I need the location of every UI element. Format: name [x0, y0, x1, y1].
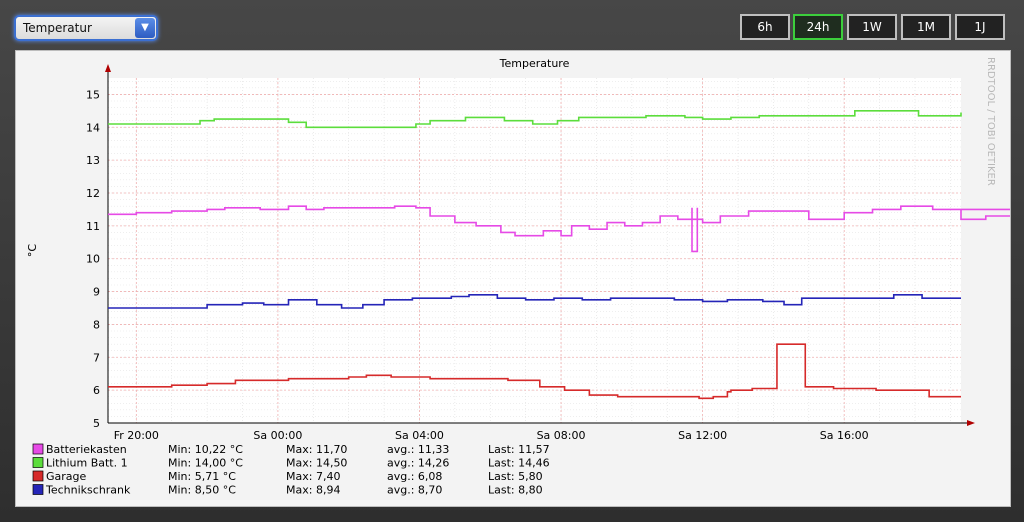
temperature-chart: 5 6 7 8 9 10 11 12 13 14 15 Fr 20:00 Sa 00:00 Sa 04:0…: [26, 57, 1010, 497]
range-button-6h[interactable]: 6h: [740, 14, 790, 40]
watermark-text: RRDTOOL / TOBI OETIKER: [985, 57, 996, 186]
legend-last: Last: 8,80: [488, 484, 543, 497]
series-line-0: [108, 205, 1010, 237]
series-line-3: [108, 294, 961, 309]
y-tick-label: 11: [86, 220, 100, 233]
legend-last: Last: 14,46: [488, 457, 550, 470]
legend-swatch: [32, 470, 44, 482]
x-tick-label: Sa 04:00: [395, 429, 444, 442]
plot-area: [108, 78, 961, 423]
range-button-1m[interactable]: 1M: [901, 14, 951, 40]
legend-series-name: Garage: [46, 470, 87, 483]
metric-select[interactable]: Temperatur ▼: [14, 15, 158, 41]
chart-title: Temperature: [499, 57, 570, 70]
range-button-1w[interactable]: 1W: [847, 14, 897, 40]
legend-min: Min: 8,50 °C: [168, 484, 236, 497]
legend-series-name: Lithium Batt. 1: [46, 457, 128, 470]
legend-last: Last: 5,80: [488, 470, 543, 483]
legend-swatch: [32, 484, 44, 495]
series-dip-batteriekasten: [691, 207, 699, 253]
chevron-down-icon[interactable]: ▼: [135, 18, 155, 38]
x-axis-arrow: [967, 420, 975, 426]
legend-max: Max: 14,50: [286, 457, 347, 470]
legend-series-name: Technikschrank: [45, 484, 131, 497]
legend-avg: avg.: 8,70: [387, 484, 442, 497]
legend-last: Last: 11,57: [488, 443, 550, 456]
y-tick-label: 10: [86, 253, 100, 266]
x-tick-label: Sa 08:00: [537, 429, 586, 442]
y-tick-label: 7: [93, 351, 100, 364]
series-line-2: [108, 343, 961, 400]
y-tick-label: 15: [86, 88, 100, 101]
legend-min: Min: 10,22 °C: [168, 443, 243, 456]
x-tick-label: Sa 16:00: [820, 429, 869, 442]
legend-avg: avg.: 6,08: [387, 470, 442, 483]
range-button-1j[interactable]: 1J: [955, 14, 1005, 40]
y-axis-label: °C: [26, 244, 39, 258]
legend-series-name: Batteriekasten: [46, 443, 127, 456]
x-tick-label: Sa 12:00: [678, 429, 727, 442]
metric-select-value: Temperatur: [23, 21, 92, 35]
legend-max: Max: 11,70: [286, 443, 347, 456]
x-tick-label: Sa 00:00: [253, 429, 302, 442]
y-tick-label: 13: [86, 154, 100, 167]
legend-avg: avg.: 11,33: [387, 443, 449, 456]
legend-max: Max: 8,94: [286, 484, 340, 497]
chart-panel: 5 6 7 8 9 10 11 12 13 14 15 Fr 20:00 Sa 00:00 Sa 04:0…: [15, 50, 1011, 507]
y-tick-label: 6: [93, 384, 100, 397]
y-tick-label: 5: [93, 417, 100, 430]
y-tick-label: 9: [93, 286, 100, 299]
range-button-24h[interactable]: 24h: [793, 14, 843, 40]
legend-avg: avg.: 14,26: [387, 457, 449, 470]
legend-swatch: [32, 443, 44, 455]
y-tick-label: 8: [93, 318, 100, 331]
y-tick-label: 12: [86, 187, 100, 200]
y-tick-label: 14: [86, 121, 100, 134]
legend-swatch: [32, 457, 44, 468]
legend-max: Max: 7,40: [286, 470, 340, 483]
x-tick-label: Fr 20:00: [114, 429, 159, 442]
series-line-1: [108, 110, 962, 129]
legend-min: Min: 14,00 °C: [168, 457, 243, 470]
legend-min: Min: 5,71 °C: [168, 470, 236, 483]
y-axis-arrow: [105, 64, 111, 72]
